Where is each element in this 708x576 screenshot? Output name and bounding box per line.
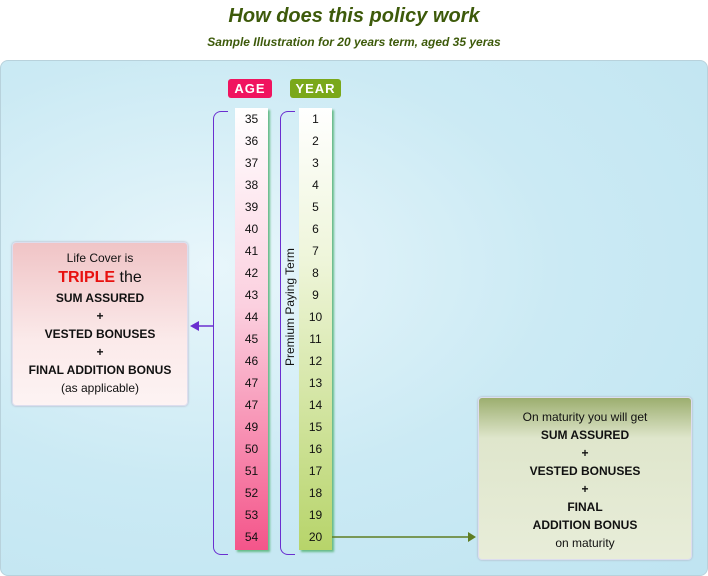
age-cell: 39 [244, 200, 259, 214]
maturity-box: On maturity you will get SUM ASSURED + V… [478, 397, 692, 560]
triple-line: TRIPLE the [13, 267, 187, 289]
plus: + [96, 309, 104, 323]
year-cell: 11 [309, 332, 322, 346]
year-cell: 8 [312, 266, 319, 280]
life-cover-intro: Life Cover is [66, 251, 134, 265]
sum-assured: SUM ASSURED [540, 428, 630, 442]
age-cell: 45 [244, 332, 259, 346]
year-cell: 16 [308, 442, 323, 456]
age-cell: 52 [244, 486, 259, 500]
year-cell: 19 [308, 508, 323, 522]
age-cell: 47 [244, 376, 259, 390]
year-cell: 10 [308, 310, 323, 324]
plus: + [581, 446, 589, 460]
final: FINAL [567, 500, 603, 514]
age-cell: 54 [244, 530, 259, 544]
life-cover-box: Life Cover is TRIPLE the SUM ASSURED + V… [12, 242, 188, 406]
age-cell: 49 [244, 420, 259, 434]
age-badge: AGE [228, 79, 272, 98]
age-cell: 36 [244, 134, 259, 148]
age-cell: 42 [244, 266, 259, 280]
year-cell: 14 [308, 398, 323, 412]
as-applicable-note: (as applicable) [60, 381, 140, 395]
age-column: 35 36 37 38 39 40 41 42 43 44 45 46 47 47 49 50 51 52 53 54 [235, 108, 268, 550]
age-cell: 53 [244, 508, 259, 522]
age-cell: 51 [244, 464, 259, 478]
sum-assured: SUM ASSURED [55, 291, 145, 305]
year-cell: 12 [308, 354, 323, 368]
final-addition-bonus: FINAL ADDITION BONUS [28, 363, 172, 377]
year-cell: 13 [308, 376, 323, 390]
vested-bonuses: VESTED BONUSES [44, 327, 156, 341]
page-title: How does this policy work [228, 5, 480, 27]
left-arrow-head [190, 321, 199, 331]
year-cell: 4 [312, 178, 319, 192]
plus: + [96, 345, 104, 359]
year-badge: YEAR [290, 79, 341, 98]
age-cell: 46 [244, 354, 259, 368]
maturity-intro: On maturity you will get [522, 410, 648, 424]
age-cell: 43 [244, 288, 259, 302]
addition-bonus: ADDITION BONUS [532, 518, 638, 532]
plus: + [581, 482, 589, 496]
year-cell: 2 [312, 134, 319, 148]
year-cell: 5 [312, 200, 319, 214]
year-cell: 3 [312, 156, 319, 170]
year-cell: 9 [312, 288, 319, 302]
age-cell: 44 [244, 310, 259, 324]
year-column: 1 2 3 4 5 6 7 8 9 10 11 12 13 14 15 16 17 18 19 20 [299, 108, 332, 550]
the-text: the [115, 269, 142, 286]
premium-term-bracket [280, 111, 295, 555]
vested-bonuses: VESTED BONUSES [529, 464, 641, 478]
on-maturity-note: on maturity [555, 536, 615, 550]
age-cell: 38 [244, 178, 259, 192]
year-cell: 20 [308, 530, 323, 544]
year-cell: 15 [308, 420, 323, 434]
year-cell: 1 [312, 112, 319, 126]
age-cell: 41 [244, 244, 259, 258]
age-cell: 50 [244, 442, 259, 456]
year-cell: 17 [308, 464, 323, 478]
age-cell: 40 [244, 222, 259, 236]
age-cell: 37 [244, 156, 259, 170]
page-subtitle: Sample Illustration for 20 years term, a… [207, 35, 501, 49]
age-cell: 47 [244, 398, 259, 412]
triple-text: TRIPLE [58, 269, 116, 286]
right-arrow-head [468, 532, 476, 542]
year-cell: 7 [312, 244, 319, 258]
year-cell: 18 [308, 486, 323, 500]
year-cell: 6 [312, 222, 319, 236]
age-bracket [213, 111, 228, 555]
age-cell: 35 [244, 112, 259, 126]
